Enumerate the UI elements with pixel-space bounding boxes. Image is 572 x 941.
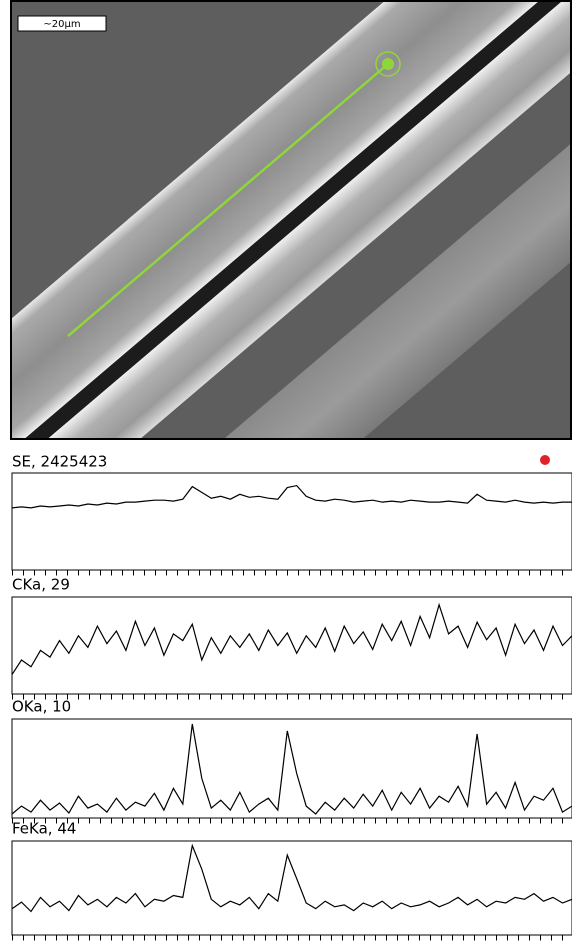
trace — [11, 723, 572, 815]
trace — [11, 843, 572, 913]
panel-frame — [11, 472, 572, 571]
scale-bar: ~20µm — [43, 19, 80, 30]
panel-frame — [11, 840, 572, 936]
sem-image: ~20µm — [10, 0, 572, 440]
trace — [11, 602, 572, 675]
fiber — [10, 0, 572, 440]
trace — [11, 484, 572, 509]
panel-title: FeKa, 44 — [12, 820, 76, 838]
scan-marker — [375, 51, 401, 77]
panel-title: SE, 2425423 — [12, 453, 107, 471]
scan-marker — [382, 58, 394, 70]
marker-dot — [540, 455, 550, 465]
scale-bar-box — [17, 15, 107, 32]
panel-frame — [11, 596, 572, 695]
panel-title: CKa, 29 — [12, 576, 70, 594]
panel-title: OKa, 10 — [12, 698, 71, 716]
panel-frame — [11, 718, 572, 819]
scan-line — [67, 63, 389, 337]
fiber — [10, 0, 572, 440]
